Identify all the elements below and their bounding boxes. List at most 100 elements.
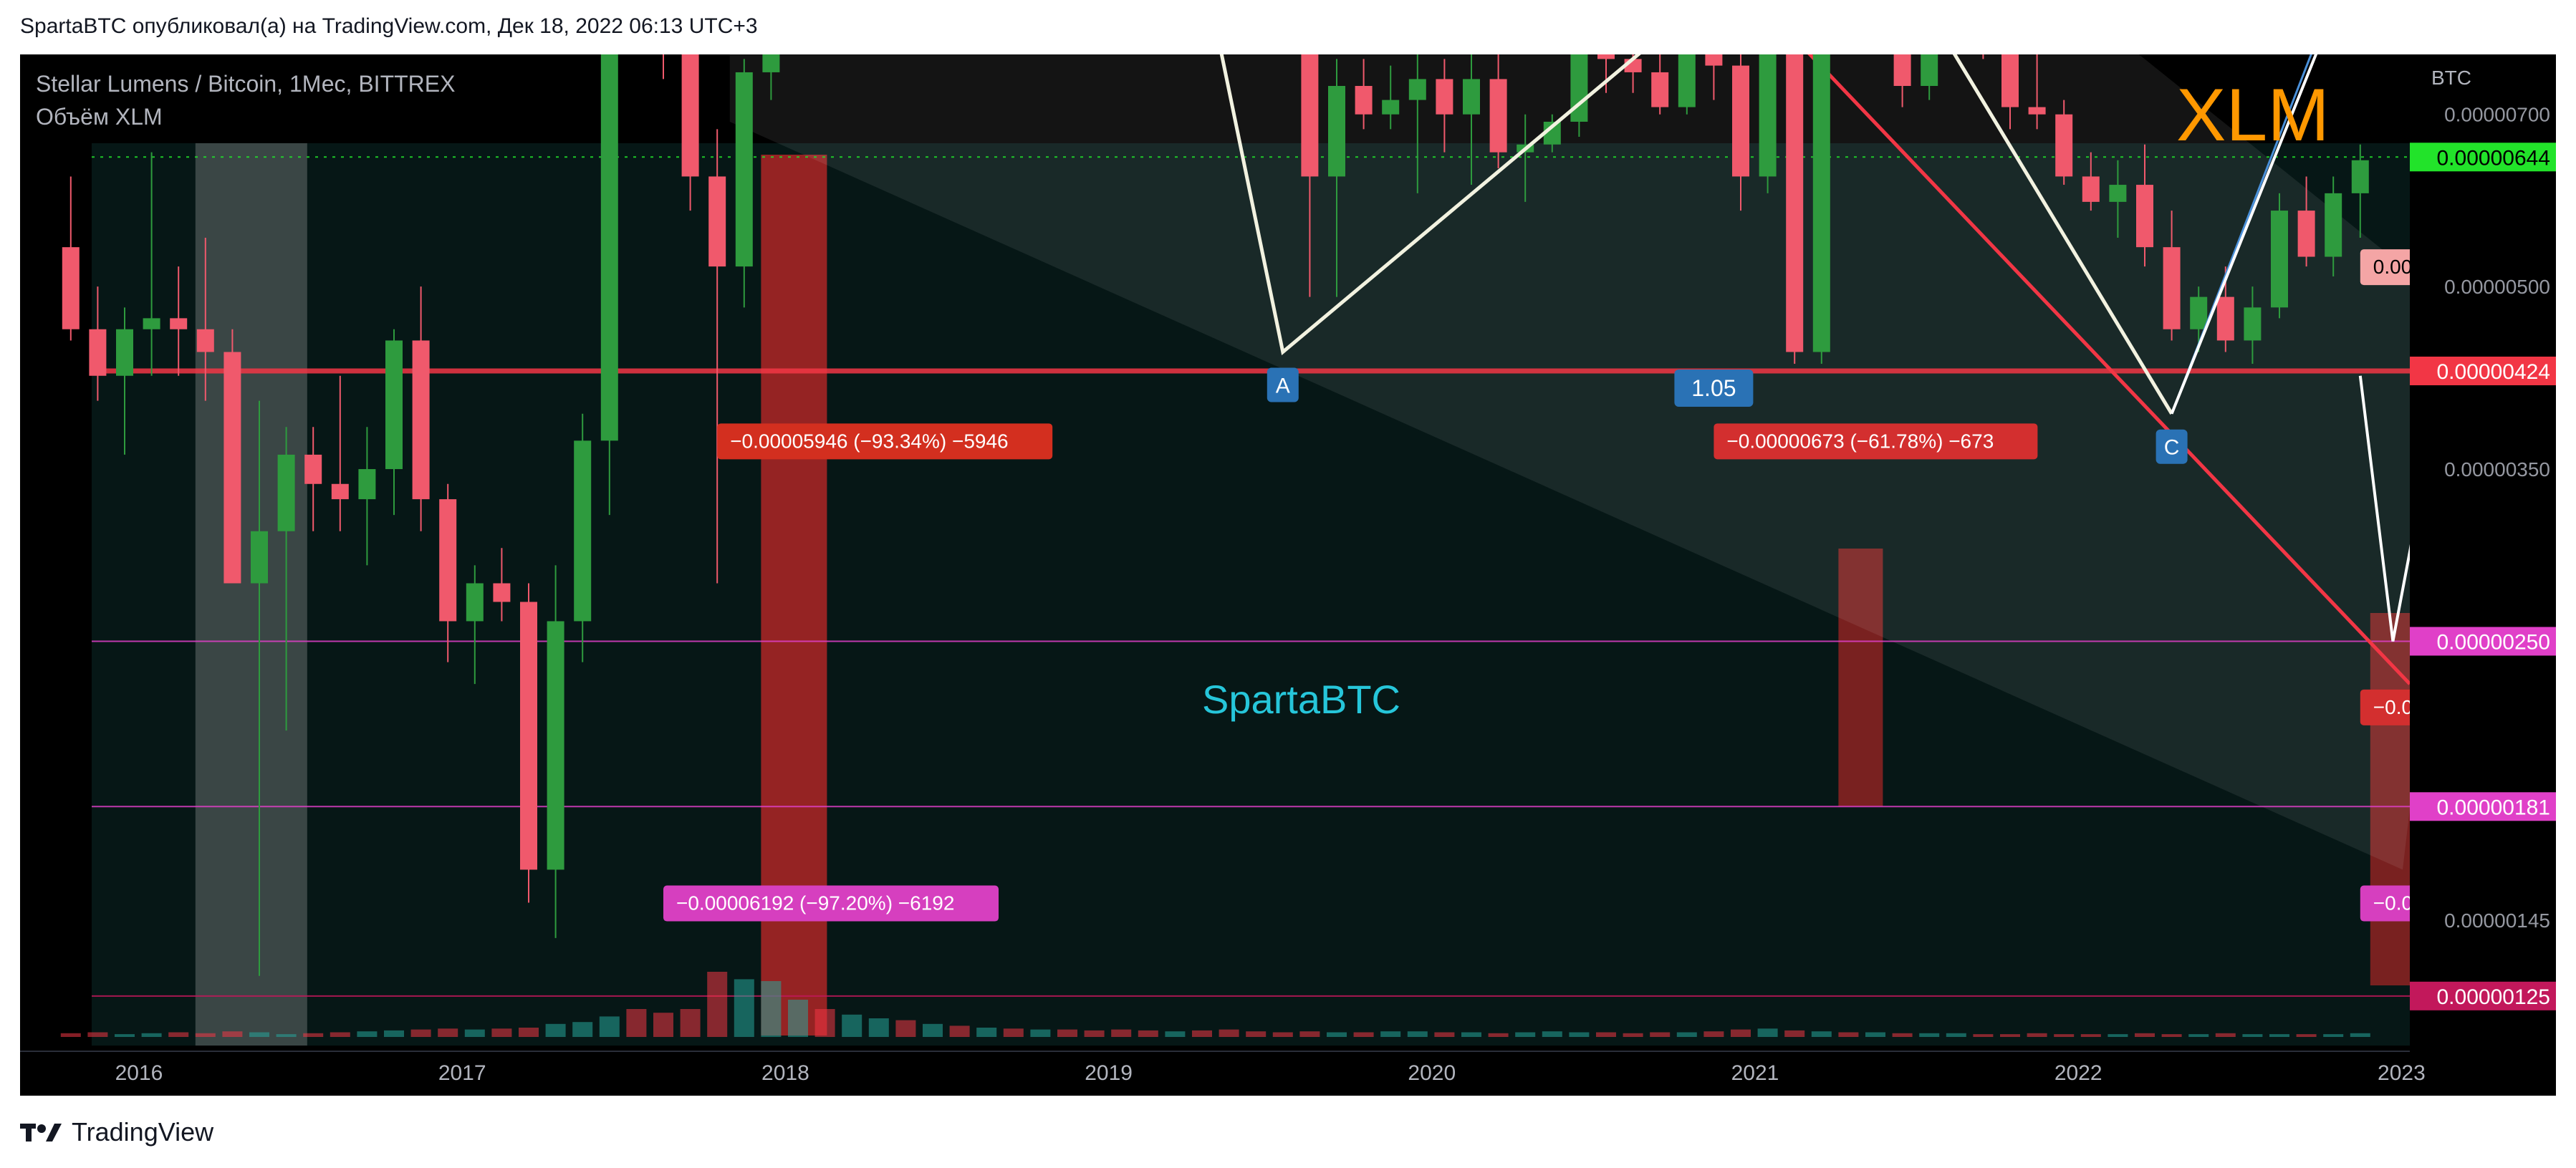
- time-tick-2016: 2016: [115, 1061, 163, 1085]
- candle-body[interactable]: [1678, 54, 1696, 107]
- chart-panel[interactable]: XABCD0.1530.915.7231.050.00006003 (4800.…: [20, 54, 2556, 1096]
- tradingview-brand: TradingView: [72, 1117, 214, 1147]
- candle-body[interactable]: [224, 352, 241, 584]
- candle-body[interactable]: [1921, 54, 1938, 86]
- measure-label-2: −0.00005946 (−93.34%) −5946: [730, 430, 1008, 452]
- volume-bar: [1811, 1031, 1832, 1037]
- candle-body[interactable]: [493, 583, 511, 602]
- candle-body[interactable]: [2001, 54, 2019, 107]
- candle-body[interactable]: [1732, 65, 1749, 177]
- candle-body[interactable]: [412, 340, 430, 500]
- candle-body[interactable]: [1651, 72, 1669, 107]
- candle-body[interactable]: [89, 329, 107, 376]
- candle-body[interactable]: [1328, 86, 1345, 177]
- tradingview-logo-icon: [20, 1124, 62, 1142]
- candle-body[interactable]: [304, 454, 322, 484]
- price-tick-7: 0.00000700: [2444, 104, 2550, 126]
- candle-body[interactable]: [1382, 100, 1400, 115]
- volume-bar: [1703, 1031, 1724, 1037]
- candle-body[interactable]: [2055, 114, 2073, 177]
- volume-bar: [2108, 1034, 2128, 1037]
- ratio-badge-1.05: [1674, 369, 1754, 407]
- tradingview-footer[interactable]: TradingView: [20, 1117, 213, 1147]
- candle-body[interactable]: [2351, 160, 2369, 193]
- candle-body[interactable]: [331, 483, 349, 500]
- time-tick-2017: 2017: [438, 1061, 486, 1085]
- xabcd-projection-line: [2171, 54, 2312, 415]
- candle-body[interactable]: [2244, 307, 2262, 341]
- candle-body[interactable]: [1759, 54, 1777, 177]
- price-tick-12: 0.00000145: [2444, 909, 2550, 932]
- candle-body[interactable]: [2271, 211, 2288, 308]
- volume-bar: [2350, 1033, 2370, 1037]
- price-level-tag-10: [2410, 792, 2556, 821]
- candle-body[interactable]: [170, 318, 188, 329]
- volume-bar: [680, 1009, 701, 1037]
- candle-body[interactable]: [547, 621, 564, 870]
- candle-body[interactable]: [196, 329, 214, 352]
- price-level-value-11: 0.00000125: [2437, 985, 2551, 1009]
- candle-body[interactable]: [1893, 54, 1911, 86]
- ab-leg: [1282, 54, 1641, 354]
- price-tick-9: 0.00000350: [2444, 458, 2550, 481]
- volume-bar: [1542, 1031, 1562, 1037]
- volume-bar: [115, 1034, 135, 1037]
- volume-bar: [384, 1030, 404, 1037]
- candle-body[interactable]: [1489, 79, 1507, 153]
- candle-body[interactable]: [1301, 54, 1319, 177]
- candle-body[interactable]: [2028, 107, 2046, 115]
- pattern-point-label-C: C: [2164, 436, 2180, 460]
- candle-body[interactable]: [681, 54, 699, 177]
- price-level-tag-9: [2410, 627, 2556, 656]
- candle-body[interactable]: [1463, 79, 1480, 115]
- candle-body[interactable]: [1408, 79, 1426, 100]
- price-level-value-9: 0.00000250: [2437, 630, 2551, 654]
- candle-body[interactable]: [2109, 185, 2127, 202]
- chart-canvas[interactable]: XABCD0.1530.915.7231.050.00006003 (4800.…: [20, 54, 2556, 1096]
- candle-body[interactable]: [2190, 296, 2208, 329]
- candle-body[interactable]: [1570, 54, 1588, 122]
- candle-body[interactable]: [2216, 296, 2234, 341]
- candle-body[interactable]: [1786, 54, 1804, 352]
- candle-body[interactable]: [520, 602, 537, 870]
- candle-body[interactable]: [708, 176, 726, 267]
- volume-bar: [2161, 1034, 2182, 1037]
- volume-bar: [2269, 1034, 2289, 1037]
- candle-body[interactable]: [439, 499, 457, 622]
- volume-bar: [2027, 1033, 2047, 1037]
- price-axis-unit: BTC: [2431, 67, 2471, 89]
- candle-body[interactable]: [1812, 54, 1830, 352]
- candle-body[interactable]: [1436, 79, 1453, 115]
- volume-bar: [1892, 1033, 1913, 1037]
- candle-body[interactable]: [735, 72, 753, 267]
- volume-bar: [1380, 1031, 1401, 1037]
- time-tick-2018: 2018: [761, 1061, 809, 1085]
- candle-body[interactable]: [358, 469, 376, 500]
- volume-bar: [1865, 1032, 1885, 1037]
- candle-body[interactable]: [1597, 54, 1615, 59]
- candle-body[interactable]: [574, 440, 592, 622]
- candle-body[interactable]: [62, 247, 80, 329]
- volume-bar: [410, 1029, 431, 1037]
- candle-body[interactable]: [466, 583, 484, 622]
- candle-body[interactable]: [1705, 54, 1723, 66]
- candle-body[interactable]: [143, 318, 160, 329]
- candle-body[interactable]: [2163, 247, 2181, 329]
- volume-bar: [1461, 1032, 1481, 1037]
- candle-body[interactable]: [762, 54, 780, 72]
- volume-bar: [438, 1028, 458, 1037]
- candle-body[interactable]: [385, 340, 403, 470]
- candle-body[interactable]: [1355, 86, 1373, 115]
- candle-body[interactable]: [2325, 193, 2342, 257]
- volume-bar: [923, 1023, 943, 1037]
- candle-body[interactable]: [2136, 185, 2153, 248]
- candle-body[interactable]: [277, 454, 295, 531]
- volume-bar: [976, 1028, 997, 1037]
- candle-body[interactable]: [2297, 211, 2315, 257]
- candle-body[interactable]: [251, 531, 268, 584]
- measure-badge-3: [663, 885, 999, 922]
- candle-body[interactable]: [2082, 176, 2100, 202]
- candle-body[interactable]: [600, 54, 618, 441]
- volume-bar: [814, 1009, 835, 1037]
- candle-body[interactable]: [116, 329, 133, 376]
